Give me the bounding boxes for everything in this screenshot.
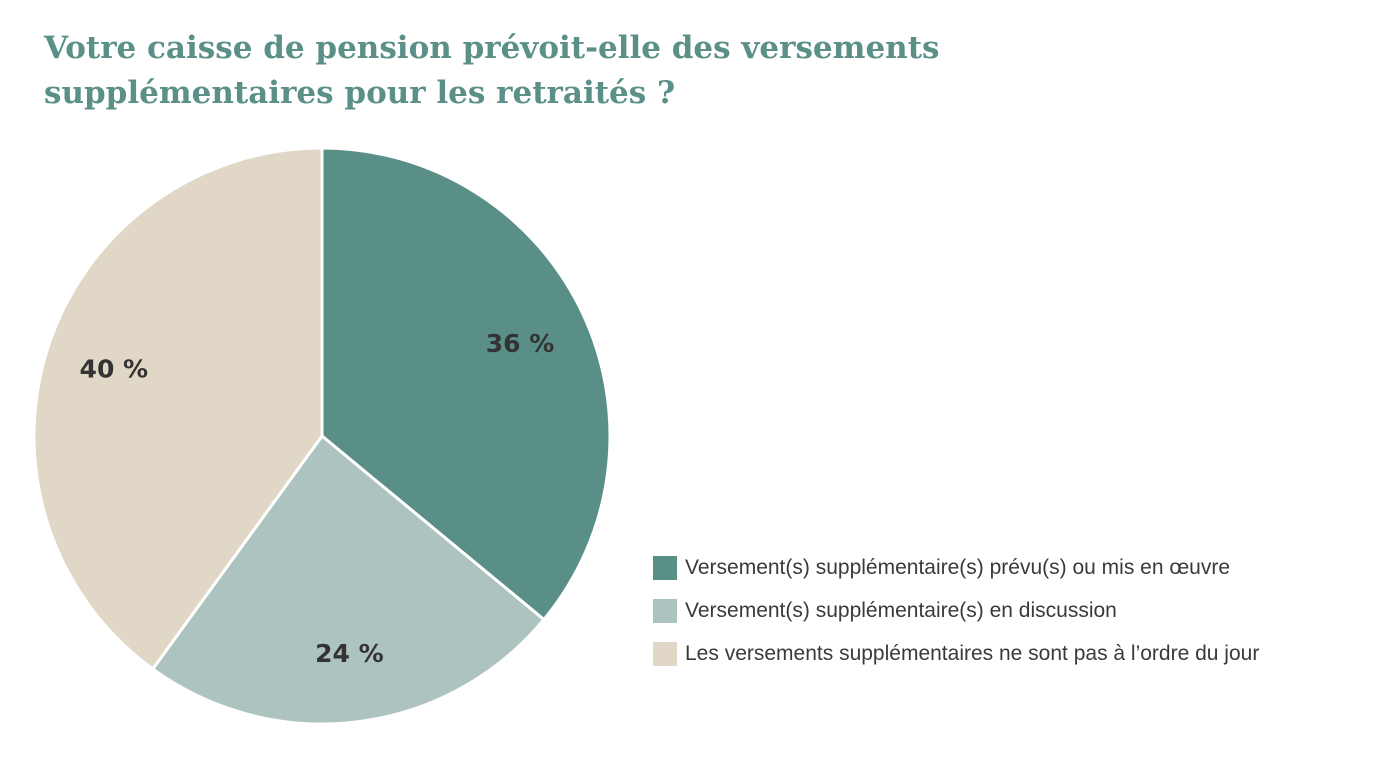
chart-title-line: Votre caisse de pension prévoit-elle des…	[44, 30, 940, 66]
legend: Versement(s) supplémentaire(s) prévu(s) …	[653, 546, 1259, 675]
legend-item: Versement(s) supplémentaire(s) prévu(s) …	[653, 546, 1259, 589]
slice-value-label: 24 %	[315, 639, 384, 668]
chart-title-line: supplémentaires pour les retraités ?	[44, 75, 676, 111]
legend-label: Les versements supplémentaires ne sont p…	[685, 641, 1260, 665]
chart-title: Votre caisse de pension prévoit-elle des…	[44, 26, 939, 116]
slice-value-label: 36 %	[486, 329, 555, 358]
legend-item: Les versements supplémentaires ne sont p…	[653, 632, 1259, 675]
pie-slice	[32, 146, 324, 672]
legend-label: Versement(s) supplémentaire(s) en discus…	[685, 598, 1117, 622]
legend-swatch	[653, 641, 677, 666]
legend-item: Versement(s) supplémentaire(s) en discus…	[653, 589, 1259, 632]
legend-swatch	[653, 598, 677, 623]
pie-slice	[320, 146, 612, 622]
legend-swatch	[653, 555, 677, 580]
pie-slice	[150, 433, 547, 726]
legend-label: Versement(s) supplémentaire(s) prévu(s) …	[685, 555, 1231, 579]
slice-value-label: 40 %	[80, 354, 149, 383]
